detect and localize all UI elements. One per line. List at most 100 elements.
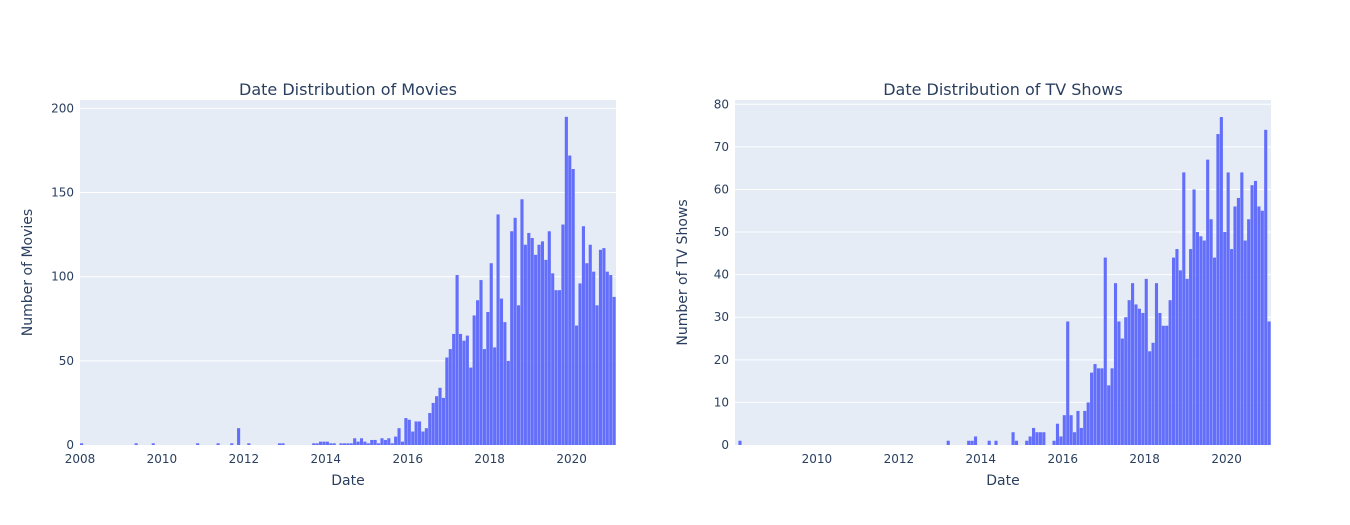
tvshows-bar bbox=[1113, 283, 1118, 445]
movies-bar bbox=[346, 443, 350, 445]
movies-bar bbox=[400, 441, 405, 445]
movies-bar bbox=[469, 367, 473, 445]
movies-x-tick-label: 2012 bbox=[229, 452, 260, 466]
tvshows-bar bbox=[1032, 427, 1036, 445]
tvshows-y-tick-label: 10 bbox=[714, 395, 729, 409]
movies-bar bbox=[602, 248, 606, 445]
tvshows-bar bbox=[1240, 172, 1244, 445]
tvshows-bar bbox=[1127, 300, 1131, 445]
tvshows-bar bbox=[1195, 232, 1200, 445]
movies-bar bbox=[598, 249, 603, 445]
tvshows-bar bbox=[1161, 325, 1165, 445]
movies-bar bbox=[516, 305, 521, 445]
tvshows-bar bbox=[1066, 321, 1070, 445]
movies-bar bbox=[564, 116, 568, 445]
movies-bar bbox=[537, 244, 541, 445]
tvshows-bar bbox=[946, 440, 950, 445]
tvshows-bar bbox=[1110, 368, 1114, 445]
tvshows-bar bbox=[973, 436, 978, 445]
movies-bar bbox=[80, 443, 84, 445]
tvshows-bar bbox=[967, 440, 971, 445]
movies-chart: 0 50 100 150 200 2008 2010 2012 2014 2016 2018 202… bbox=[20, 80, 616, 489]
tvshows-bar bbox=[1158, 312, 1162, 445]
movies-bar bbox=[557, 290, 562, 445]
movies-bar bbox=[482, 349, 486, 445]
tvshows-bar bbox=[1052, 440, 1056, 445]
movies-bar bbox=[312, 443, 316, 445]
movies-x-tick-label: 2010 bbox=[147, 452, 178, 466]
tvshows-bar bbox=[1267, 321, 1271, 445]
movies-bar bbox=[230, 443, 234, 445]
movies-bar bbox=[452, 333, 456, 445]
movies-x-tick-label: 2014 bbox=[311, 452, 342, 466]
tvshows-bar bbox=[738, 440, 742, 445]
tvshows-bar bbox=[1223, 232, 1227, 445]
tvshows-bar bbox=[1144, 278, 1148, 445]
tvshows-y-ticks: 0 10 20 30 40 50 60 70 80 bbox=[714, 97, 729, 452]
tvshows-bar bbox=[1093, 364, 1097, 445]
movies-bar bbox=[445, 357, 449, 445]
movies-bar bbox=[196, 443, 200, 445]
tvshows-bar bbox=[1247, 219, 1251, 445]
tvshows-bar bbox=[1042, 432, 1046, 445]
tvshows-bar bbox=[1141, 312, 1145, 445]
tvshows-bar bbox=[1236, 197, 1240, 445]
tvshows-x-ticks: 2010 2012 2014 2016 2018 2020 bbox=[802, 452, 1242, 466]
tvshows-bar bbox=[1096, 368, 1100, 445]
movies-bar bbox=[216, 443, 220, 445]
tvshows-bar bbox=[1124, 317, 1128, 445]
movies-x-axis-title: Date bbox=[331, 473, 364, 489]
tvshows-bar bbox=[1165, 325, 1169, 445]
tvshows-bar bbox=[1243, 240, 1247, 445]
tvshows-bar bbox=[1131, 283, 1135, 445]
tvshows-x-tick-label: 2018 bbox=[1129, 452, 1160, 466]
movies-bar bbox=[421, 431, 425, 445]
movies-bar bbox=[479, 280, 483, 445]
tvshows-bar bbox=[1059, 436, 1063, 445]
tvshows-y-tick-label: 40 bbox=[714, 268, 729, 282]
movies-bar bbox=[441, 397, 445, 445]
movies-bar bbox=[496, 214, 500, 445]
tvshows-bar bbox=[1151, 342, 1155, 445]
movies-bar bbox=[278, 443, 282, 445]
movies-bar bbox=[527, 232, 531, 445]
movies-bar bbox=[544, 259, 548, 445]
movies-y-tick-label: 200 bbox=[51, 101, 74, 115]
tvshows-chart-title: Date Distribution of TV Shows bbox=[883, 80, 1123, 99]
tvshows-bar bbox=[1226, 172, 1230, 445]
movies-bar bbox=[377, 443, 381, 445]
movies-x-tick-label: 2008 bbox=[65, 452, 96, 466]
movies-bar bbox=[462, 340, 466, 445]
tvshows-bar bbox=[1250, 185, 1254, 445]
tvshows-bars bbox=[738, 117, 1271, 446]
tvshows-bar bbox=[1209, 219, 1213, 445]
tvshows-bar bbox=[1069, 415, 1073, 445]
movies-bar bbox=[465, 335, 469, 445]
movies-bar bbox=[134, 443, 138, 445]
movies-bar bbox=[325, 441, 329, 445]
tvshows-bar bbox=[1175, 249, 1179, 445]
movies-bar bbox=[417, 421, 422, 445]
movies-bar bbox=[332, 443, 336, 445]
tvshows-bar bbox=[1230, 249, 1234, 445]
movies-y-tick-label: 50 bbox=[59, 354, 74, 368]
movies-x-tick-label: 2016 bbox=[392, 452, 423, 466]
movies-y-ticks: 0 50 100 150 200 bbox=[51, 101, 74, 452]
movies-bar bbox=[568, 155, 572, 445]
tvshows-bar bbox=[1253, 180, 1258, 446]
tvshows-bar bbox=[1014, 440, 1019, 445]
movies-bars bbox=[80, 116, 616, 445]
movies-bar bbox=[513, 217, 517, 445]
movies-bar bbox=[581, 226, 585, 445]
tvshows-bar bbox=[1185, 278, 1189, 445]
tvshows-y-tick-label: 30 bbox=[714, 310, 729, 324]
tvshows-bar bbox=[1103, 257, 1107, 445]
movies-bar bbox=[571, 169, 575, 445]
movies-bar bbox=[520, 199, 524, 445]
tvshows-bar bbox=[1055, 423, 1060, 445]
movies-bar bbox=[585, 263, 589, 445]
tvshows-y-tick-label: 80 bbox=[714, 97, 729, 111]
tvshows-bar bbox=[1038, 432, 1042, 445]
tvshows-bar bbox=[1260, 210, 1264, 445]
tvshows-bar bbox=[1100, 368, 1104, 445]
